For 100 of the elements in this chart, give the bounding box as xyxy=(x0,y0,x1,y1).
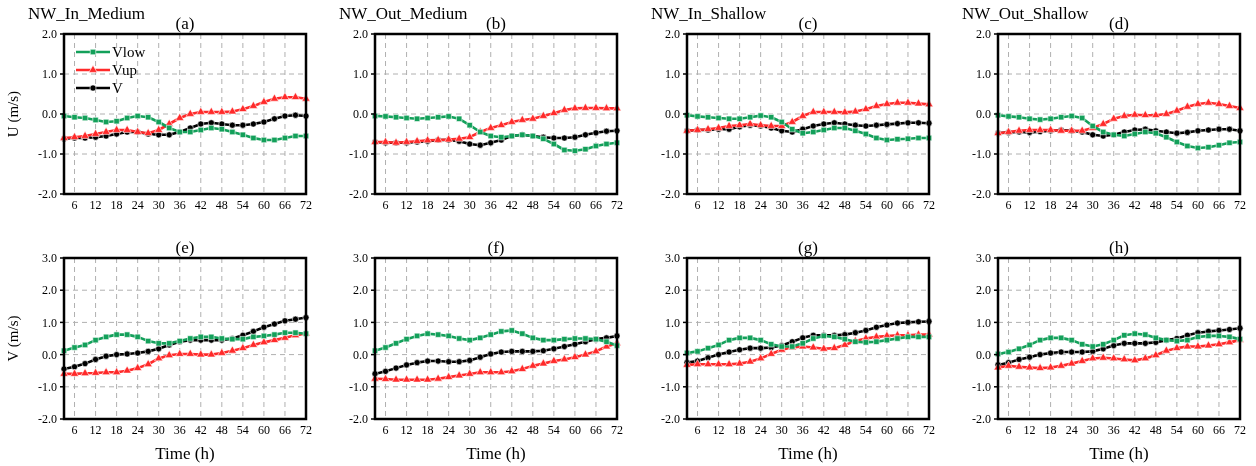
x-tick-label: 72 xyxy=(611,198,623,212)
y-tick-label: -1.0 xyxy=(38,380,57,394)
x-tick-label: 30 xyxy=(775,198,788,212)
x-tick-label: 66 xyxy=(1212,198,1225,212)
x-tick-label: 66 xyxy=(589,198,602,212)
x-tick-label: 60 xyxy=(568,198,581,212)
y-tick-label: 0.0 xyxy=(665,347,680,362)
x-tick-label: 66 xyxy=(901,423,914,437)
y-tick-label: -2.0 xyxy=(972,412,991,427)
chart-subtitle: NW_In_Shallow xyxy=(651,4,767,23)
chart-title: (c) xyxy=(798,14,818,33)
y-tick-label: 2.0 xyxy=(42,283,57,298)
x-tick-label: 12 xyxy=(400,198,413,212)
x-tick-label: 54 xyxy=(547,423,560,437)
x-tick-label: 72 xyxy=(923,423,935,437)
x-tick-label: 24 xyxy=(754,423,767,437)
x-tick-label: 54 xyxy=(236,423,249,437)
legend-label: Vlow xyxy=(112,44,146,61)
x-tick-label: 18 xyxy=(421,198,434,212)
y-tick-label: 0.0 xyxy=(976,347,991,362)
x-tick-label: 6 xyxy=(1005,423,1012,437)
x-tick-label: 18 xyxy=(110,423,123,437)
y-tick-label: -2.0 xyxy=(972,187,991,202)
x-tick-label: 36 xyxy=(1107,423,1120,437)
x-tick-label: 30 xyxy=(152,423,165,437)
x-tick-label: 60 xyxy=(1191,198,1204,212)
x-tick-label: 18 xyxy=(1044,198,1057,212)
x-tick-label: 42 xyxy=(505,423,518,437)
chart-title: (d) xyxy=(1109,14,1129,33)
y-tick-label: 3.0 xyxy=(353,251,368,266)
y-tick-label: 0.0 xyxy=(976,107,991,122)
chart-title: (g) xyxy=(798,238,818,257)
chart-title: (a) xyxy=(175,14,195,33)
y-tick-label: 2.0 xyxy=(976,27,991,42)
y-tick-label: -1.0 xyxy=(972,380,991,394)
chart-title: (b) xyxy=(486,14,506,33)
y-tick-label: 1.0 xyxy=(976,67,991,82)
x-tick-label: 48 xyxy=(215,198,228,212)
x-tick-label: 12 xyxy=(400,423,413,437)
x-tick-label: 54 xyxy=(859,423,872,437)
x-tick-label: 12 xyxy=(89,198,102,212)
x-tick-label: 60 xyxy=(880,198,893,212)
x-tick-label: 30 xyxy=(463,198,476,212)
x-tick-label: 12 xyxy=(89,423,102,437)
chart-title: (f) xyxy=(487,238,505,257)
x-tick-label: 30 xyxy=(152,198,165,212)
x-tick-label: 66 xyxy=(278,198,291,212)
y-tick-label: -2.0 xyxy=(661,187,680,202)
x-tick-label: 72 xyxy=(923,198,935,212)
x-tick-label: 12 xyxy=(1023,198,1036,212)
x-tick-label: 24 xyxy=(131,198,144,212)
y-tick-label: -1.0 xyxy=(972,147,991,162)
x-tick-label: 72 xyxy=(1234,198,1246,212)
x-tick-label: 42 xyxy=(1128,423,1141,437)
x-tick-label: 18 xyxy=(110,198,123,212)
x-tick-label: 42 xyxy=(194,423,207,437)
x-tick-label: 72 xyxy=(300,198,312,212)
x-tick-label: 24 xyxy=(754,198,767,212)
y-tick-label: 2.0 xyxy=(353,283,368,298)
y-tick-label: -2.0 xyxy=(349,187,368,202)
x-tick-label: 66 xyxy=(1212,423,1225,437)
chart-title: (e) xyxy=(175,238,195,257)
y-tick-label: 2.0 xyxy=(665,283,680,298)
y-tick-label: 3.0 xyxy=(976,251,991,266)
x-tick-label: 6 xyxy=(71,423,78,437)
x-tick-label: 36 xyxy=(796,423,809,437)
x-tick-label: 60 xyxy=(257,198,270,212)
y-tick-label: -2.0 xyxy=(38,187,57,202)
chart-title: (h) xyxy=(1109,238,1129,257)
x-axis-title: Time (h) xyxy=(1089,444,1149,463)
x-tick-label: 54 xyxy=(859,198,872,212)
x-tick-label: 6 xyxy=(382,198,389,212)
x-tick-label: 24 xyxy=(1065,423,1078,437)
x-tick-label: 54 xyxy=(236,198,249,212)
x-tick-label: 18 xyxy=(733,423,746,437)
y-tick-label: 1.0 xyxy=(353,315,368,330)
y-tick-label: 3.0 xyxy=(42,251,57,266)
x-axis-title: Time (h) xyxy=(778,444,838,463)
chart-subtitle: NW_In_Medium xyxy=(28,4,146,23)
x-tick-label: 54 xyxy=(1170,198,1183,212)
x-tick-label: 60 xyxy=(1191,423,1204,437)
y-tick-label: 0.0 xyxy=(353,107,368,122)
x-tick-label: 48 xyxy=(838,423,851,437)
x-tick-label: 18 xyxy=(421,423,434,437)
y-tick-label: -2.0 xyxy=(349,412,368,427)
x-axis-title: Time (h) xyxy=(155,444,215,463)
x-tick-label: 42 xyxy=(505,198,518,212)
y-axis-title: U (m/s) xyxy=(5,90,22,138)
y-tick-label: -2.0 xyxy=(38,412,57,427)
x-tick-label: 42 xyxy=(817,198,830,212)
x-tick-label: 60 xyxy=(880,423,893,437)
x-tick-label: 48 xyxy=(215,423,228,437)
x-tick-label: 48 xyxy=(526,198,539,212)
y-tick-label: 1.0 xyxy=(976,315,991,330)
x-tick-label: 42 xyxy=(817,423,830,437)
x-tick-label: 60 xyxy=(568,423,581,437)
x-tick-label: 42 xyxy=(1128,198,1141,212)
x-tick-label: 54 xyxy=(1170,423,1183,437)
x-tick-label: 6 xyxy=(694,423,701,437)
x-tick-label: 24 xyxy=(442,198,455,212)
